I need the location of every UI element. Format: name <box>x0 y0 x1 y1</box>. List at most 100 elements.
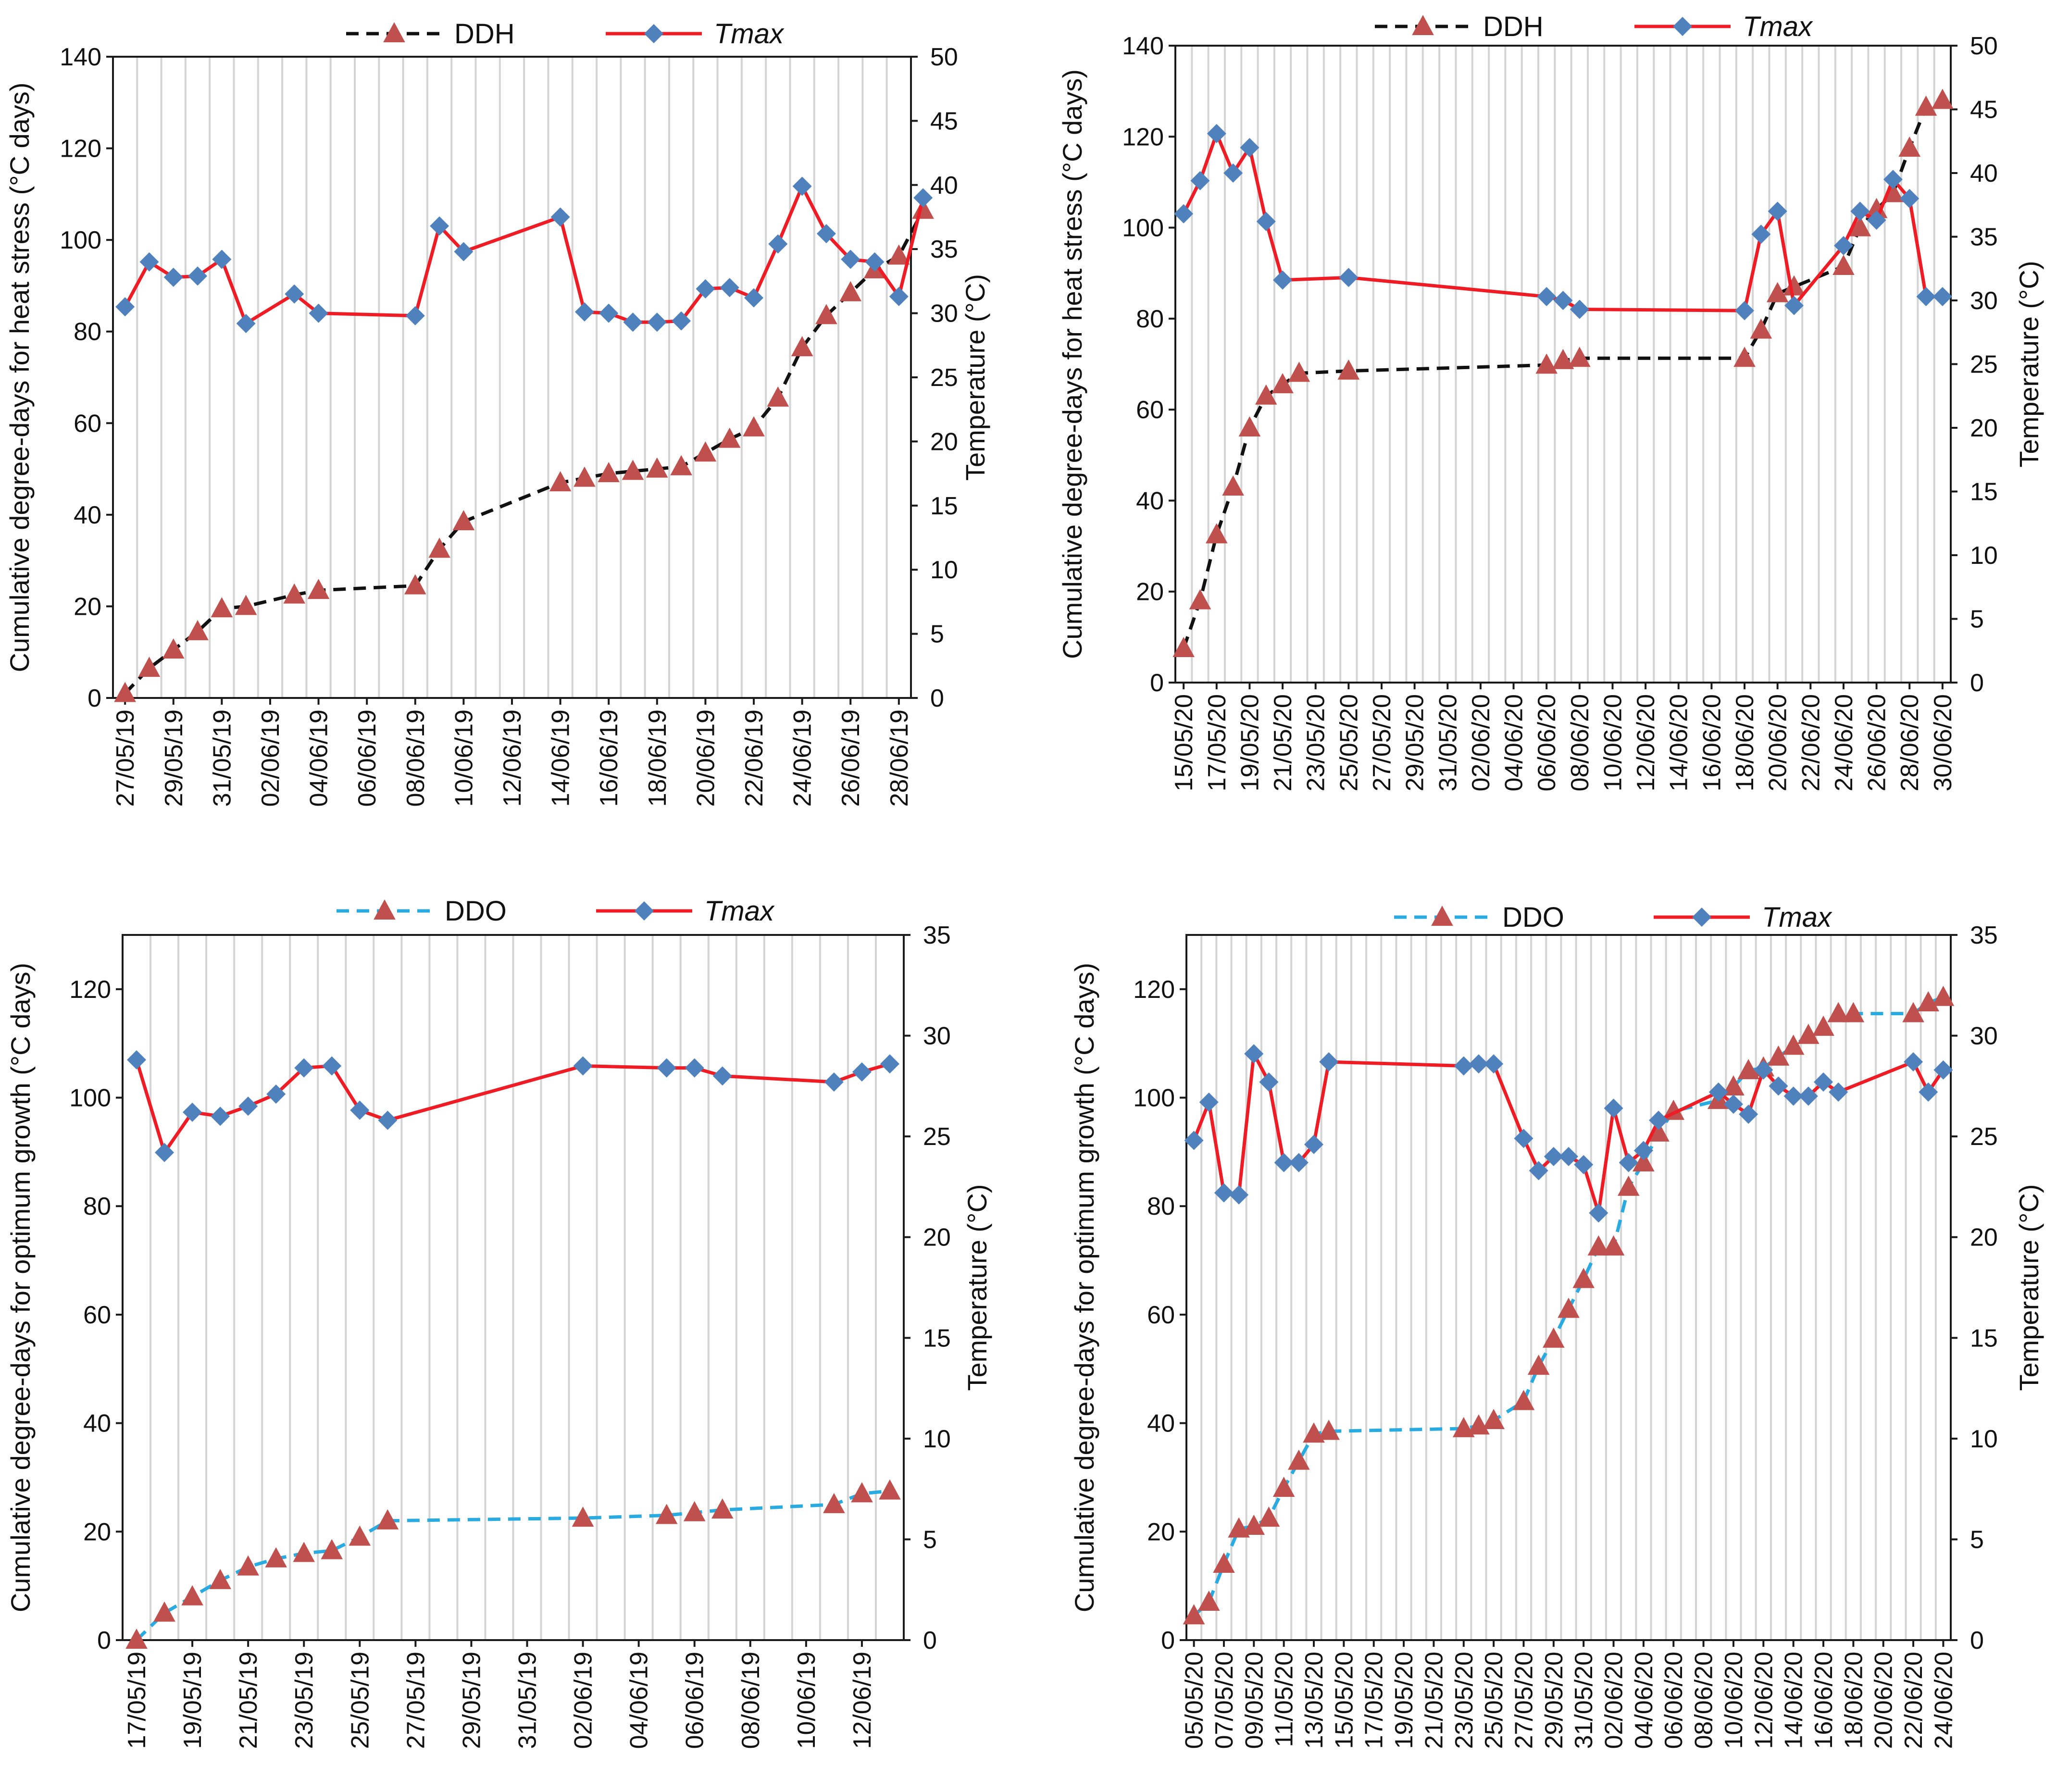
data-point-ddo <box>1318 1419 1340 1440</box>
x-tick-label: 16/06/20 <box>1698 694 1726 791</box>
data-point-ddo <box>1722 1075 1745 1095</box>
x-tick-label: 17/05/19 <box>123 1652 151 1749</box>
x-tick-label: 20/06/20 <box>1764 694 1792 791</box>
x-tick-label: 25/05/19 <box>346 1652 374 1749</box>
data-point-tmax <box>1319 1052 1339 1072</box>
data-point-ddh <box>1849 216 1871 236</box>
x-tick-label: 20/06/19 <box>692 709 720 807</box>
data-point-ddo <box>1827 1002 1849 1022</box>
data-point-ddo <box>1572 1268 1595 1288</box>
y2-tick-label: 25 <box>923 1123 951 1151</box>
y-tick-label: 20 <box>83 1518 111 1546</box>
x-tick-label: 08/06/20 <box>1690 1652 1718 1749</box>
x-tick-label: 31/05/19 <box>514 1652 542 1749</box>
data-point-ddo <box>1782 1034 1805 1055</box>
data-point-tmax <box>236 313 256 333</box>
data-point-ddo <box>1468 1414 1490 1435</box>
chart-top-right: 0 20 40 60 80 100 120 140 0 5 10 15 20 25 30 35 40 45 50 15… <box>1057 11 2044 791</box>
y2-axis-title: Temperature (°C) <box>2014 261 2044 467</box>
y-tick-label: 20 <box>1136 578 1164 606</box>
y2-tick-label: 40 <box>1970 160 1998 187</box>
x-tick-label: 06/06/20 <box>1660 1652 1688 1749</box>
data-point-ddh <box>1783 275 1805 296</box>
y2-tick-label: 30 <box>1970 287 1998 315</box>
x-tick-label: 15/05/20 <box>1330 1652 1358 1749</box>
data-point-ddh <box>839 281 862 301</box>
y2-tick-label: 0 <box>923 1627 937 1655</box>
data-point-tmax <box>1484 1054 1504 1074</box>
y-tick-label: 0 <box>1161 1627 1175 1655</box>
data-point-ddh <box>767 386 789 407</box>
data-point-tmax <box>1916 287 1936 307</box>
data-point-ddo <box>1197 1591 1220 1611</box>
data-point-tmax <box>889 286 909 306</box>
x-tick-label: 21/05/20 <box>1420 1652 1448 1749</box>
data-point-tmax <box>1850 201 1870 221</box>
data-point-ddh <box>1172 637 1195 658</box>
data-point-tmax <box>792 176 812 196</box>
x-tick-label: 30/06/20 <box>1929 694 1957 791</box>
data-point-tmax <box>1259 1072 1279 1092</box>
y2-tick-label: 20 <box>1970 414 1998 442</box>
data-point-tmax <box>1723 1095 1743 1114</box>
chart-top-left: 0 20 40 60 80 100 120 140 0 5 10 15 20 25 30 35 40 45 50 27… <box>4 18 990 807</box>
data-point-tmax <box>430 216 449 236</box>
legend-label-ddo: DDO <box>445 896 507 927</box>
data-point-ddh <box>307 579 330 599</box>
x-tick-label: 12/06/20 <box>1632 694 1660 791</box>
data-point-ddo <box>1183 1604 1205 1625</box>
data-point-ddo <box>1797 1023 1820 1044</box>
data-point-tmax <box>1214 1183 1234 1203</box>
x-tick-label: 31/05/20 <box>1570 1652 1598 1749</box>
data-point-tmax <box>238 1096 258 1116</box>
y-tick-label: 80 <box>1136 305 1164 333</box>
data-point-tmax <box>1574 1155 1594 1174</box>
data-point-ddo <box>1272 1477 1295 1497</box>
x-tick-label: 17/05/20 <box>1360 1652 1388 1749</box>
y-tick-label: 40 <box>74 501 101 529</box>
data-point-ddh <box>1238 416 1261 436</box>
data-point-tmax <box>1304 1134 1323 1154</box>
data-point-tmax <box>1223 163 1243 183</box>
x-tick-label: 07/05/20 <box>1210 1652 1238 1749</box>
data-point-tmax <box>1604 1098 1623 1118</box>
x-tick-label: 12/06/19 <box>848 1652 876 1749</box>
x-tick-label: 24/06/19 <box>789 709 817 807</box>
data-point-tmax <box>1833 236 1853 256</box>
x-tick-label: 25/05/20 <box>1480 1652 1508 1749</box>
y-tick-label: 0 <box>1150 669 1164 697</box>
data-point-ddo <box>1288 1449 1310 1470</box>
x-tick-label: 18/06/20 <box>1840 1652 1868 1749</box>
data-point-tmax <box>1274 1153 1294 1172</box>
y2-tick-label: 20 <box>930 428 958 456</box>
data-point-tmax <box>1883 170 1903 189</box>
legend-marker-tmax <box>1692 908 1711 927</box>
data-point-ddh <box>598 462 620 483</box>
data-point-ddh <box>1255 384 1277 405</box>
x-tick-label: 23/05/19 <box>290 1652 318 1749</box>
x-tick-label: 06/06/20 <box>1533 694 1561 791</box>
data-point-ddo <box>879 1479 901 1500</box>
data-point-tmax <box>841 249 860 269</box>
data-point-ddo <box>237 1555 259 1576</box>
data-point-ddh <box>718 427 741 448</box>
x-tick-label: 22/06/19 <box>740 709 768 807</box>
y-axis-title: Cumulative degree-days for heat stress (… <box>1057 69 1087 659</box>
data-point-ddo <box>1633 1151 1655 1171</box>
y2-tick-label: 30 <box>923 1022 951 1050</box>
data-point-tmax <box>1529 1161 1548 1181</box>
x-tick-label: 31/05/20 <box>1434 694 1462 791</box>
y2-tick-label: 15 <box>923 1324 951 1352</box>
x-tick-label: 19/05/19 <box>179 1652 207 1749</box>
data-point-tmax <box>378 1110 398 1130</box>
x-tick-label: 14/06/20 <box>1665 694 1693 791</box>
data-point-tmax <box>1469 1054 1488 1074</box>
x-tick-label: 23/05/20 <box>1450 1652 1478 1749</box>
data-point-ddh <box>622 460 644 480</box>
data-point-ddo <box>1258 1506 1280 1527</box>
data-point-tmax <box>294 1058 314 1078</box>
y-tick-label: 40 <box>1136 487 1164 515</box>
data-point-tmax <box>880 1054 899 1074</box>
x-tick-label: 02/06/20 <box>1467 694 1495 791</box>
legend-marker-ddo <box>374 899 396 920</box>
